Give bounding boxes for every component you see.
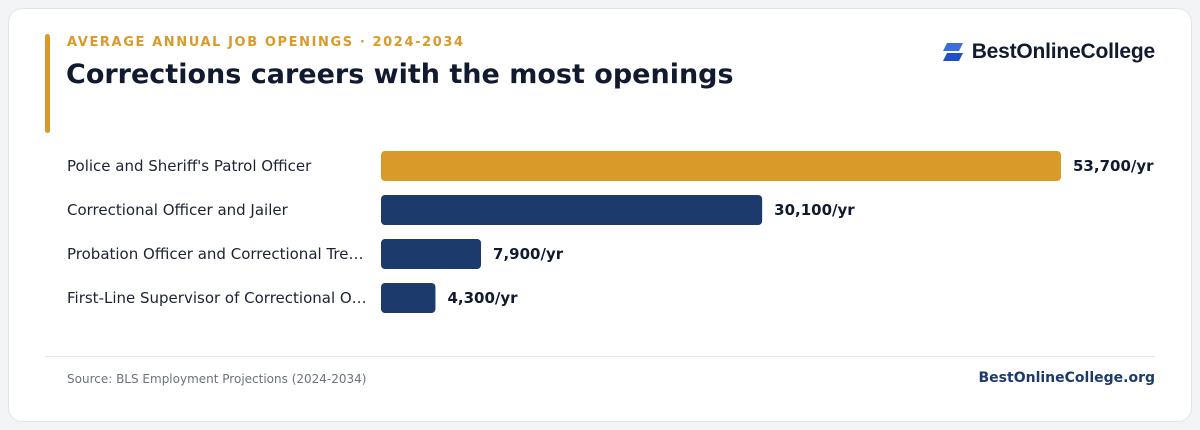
- value-label: 7,900/yr: [493, 245, 564, 263]
- bar: [381, 239, 482, 269]
- value-label: 4,300/yr: [447, 289, 518, 307]
- bar: [381, 151, 1061, 181]
- stacked-parallelogram-icon: [942, 43, 963, 61]
- chart-eyebrow: AVERAGE ANNUAL JOB OPENINGS · 2024-2034: [67, 35, 465, 50]
- bar-chart: Police and Sheriff's Patrol Officer 53,70…: [67, 151, 1154, 313]
- chart-card: AVERAGE ANNUAL JOB OPENINGS · 2024-2034 …: [8, 8, 1192, 422]
- bar: [381, 283, 436, 313]
- footer-divider: [45, 356, 1155, 357]
- brand-logo[interactable]: BestOnlineCollege: [941, 40, 1155, 64]
- bar: [381, 195, 763, 225]
- value-label: 30,100/yr: [774, 201, 855, 219]
- source-note: Source: BLS Employment Projections (2024…: [67, 372, 367, 386]
- accent-bar: [45, 34, 50, 133]
- category-label: Probation Officer and Correctional Tre…: [67, 245, 363, 263]
- category-label: Correctional Officer and Jailer: [67, 201, 289, 219]
- chart-title: Corrections careers with the most openin…: [66, 59, 734, 90]
- logo-text: BestOnlineCollege: [971, 40, 1156, 63]
- category-label: Police and Sheriff's Patrol Officer: [67, 157, 312, 175]
- site-link[interactable]: BestOnlineCollege.org: [978, 370, 1155, 386]
- category-label: First-Line Supervisor of Correctional O…: [67, 289, 367, 307]
- value-label: 53,700/yr: [1073, 157, 1154, 175]
